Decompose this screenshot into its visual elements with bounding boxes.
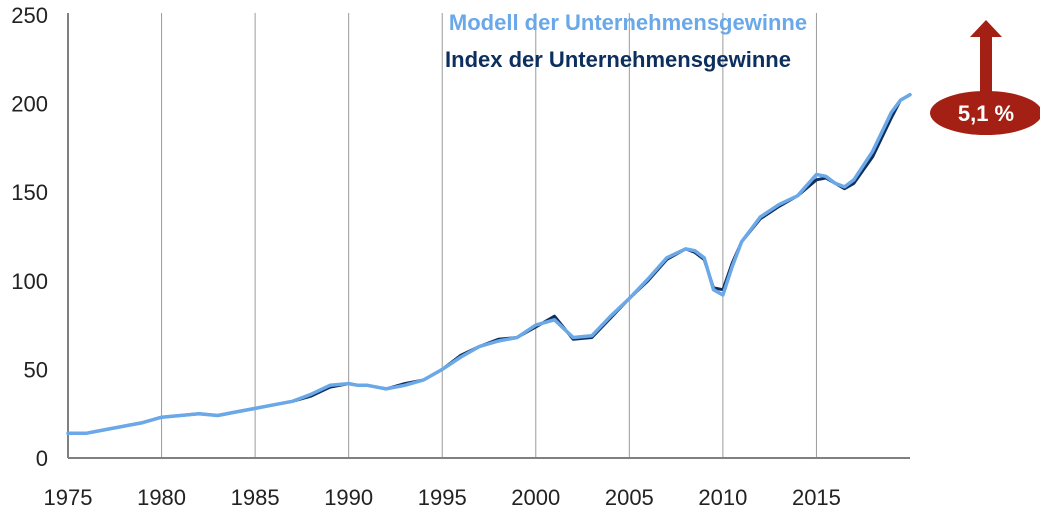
series-line-index bbox=[66, 93, 912, 435]
x-tick-label: 1980 bbox=[137, 485, 186, 510]
series-line-model bbox=[66, 92, 912, 435]
x-tick-label: 2000 bbox=[511, 485, 560, 510]
badge-label: 5,1 % bbox=[958, 101, 1014, 126]
legend-entry-model: Modell der Unternehmensgewinne bbox=[449, 10, 807, 35]
x-tick-label: 1985 bbox=[231, 485, 280, 510]
x-tick-label: 1990 bbox=[324, 485, 373, 510]
axes bbox=[67, 13, 910, 459]
x-tick-label: 1975 bbox=[44, 485, 93, 510]
x-tick-label: 2010 bbox=[698, 485, 747, 510]
series-lines bbox=[66, 92, 912, 435]
gridlines bbox=[161, 13, 817, 458]
y-tick-label: 150 bbox=[11, 180, 48, 205]
x-tick-label: 1995 bbox=[418, 485, 467, 510]
y-tick-labels: 0 50 100 150 200 250 bbox=[11, 3, 48, 471]
y-tick-label: 100 bbox=[11, 269, 48, 294]
up-arrow-icon bbox=[970, 20, 1002, 92]
legend: Modell der Unternehmensgewinne Index der… bbox=[445, 10, 807, 72]
x-tick-label: 2005 bbox=[605, 485, 654, 510]
y-tick-label: 250 bbox=[11, 3, 48, 28]
growth-badge: 5,1 % bbox=[930, 20, 1040, 135]
x-tick-labels: 1975 1980 1985 1990 1995 2000 2005 2010 2015 bbox=[44, 485, 841, 510]
y-tick-label: 200 bbox=[11, 92, 48, 117]
y-tick-label: 50 bbox=[24, 357, 48, 382]
legend-entry-index: Index der Unternehmensgewinne bbox=[445, 47, 791, 72]
x-tick-label: 2015 bbox=[792, 485, 841, 510]
badge-ellipse bbox=[930, 91, 1040, 135]
y-tick-label: 0 bbox=[36, 446, 48, 471]
